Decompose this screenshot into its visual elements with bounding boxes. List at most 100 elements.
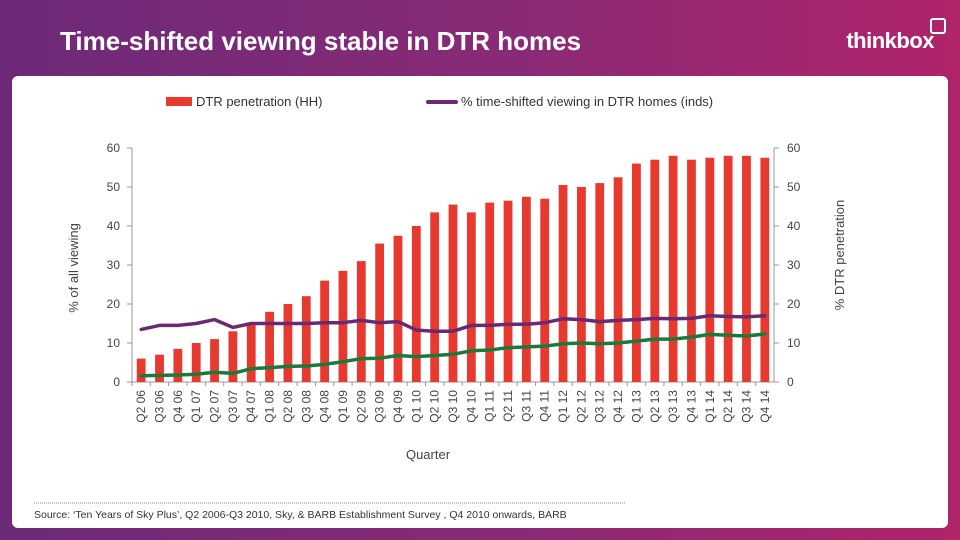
x-tick-label: Q4 13 bbox=[685, 390, 699, 423]
x-tick-label: Q4 11 bbox=[538, 390, 552, 422]
x-tick-labels: Q2 06 Q3 06 Q4 06 Q1 07 Q2 07 Q3 07 Q4 07 Q1 08… bbox=[131, 382, 772, 423]
chart-legend: DTR penetration (HH) % time-shifted view… bbox=[166, 94, 713, 109]
legend-line-label: % time-shifted viewing in DTR homes (ind… bbox=[461, 94, 713, 109]
bar bbox=[503, 200, 513, 382]
source-note: Source: ‘Ten Years of Sky Plus’, Q2 2006… bbox=[34, 509, 567, 521]
bar bbox=[668, 155, 678, 382]
bar bbox=[246, 323, 256, 382]
x-tick-label: Q3 12 bbox=[593, 390, 607, 423]
bar bbox=[283, 304, 293, 382]
x-tick-label: Q2 12 bbox=[574, 390, 588, 423]
bar bbox=[632, 163, 641, 382]
y-axis-right-label: % DTR penetration bbox=[832, 200, 847, 311]
bar bbox=[760, 157, 770, 382]
x-tick-label: Q2 07 bbox=[208, 390, 222, 423]
bar bbox=[228, 331, 238, 382]
bar bbox=[210, 339, 219, 382]
x-tick-label: Q4 09 bbox=[391, 390, 405, 423]
x-tick-label: Q3 14 bbox=[740, 390, 754, 423]
logo-square-icon bbox=[930, 18, 946, 34]
left-y-tick-label: 50 bbox=[107, 180, 121, 194]
x-tick-label: Q2 10 bbox=[428, 390, 442, 423]
thinkbox-logo: thinkbox bbox=[846, 28, 934, 53]
y-axis-left-label: % of all viewing bbox=[66, 223, 81, 313]
x-tick-label: Q2 11 bbox=[501, 390, 515, 422]
legend-bar-swatch bbox=[166, 97, 192, 106]
bar bbox=[375, 243, 385, 382]
bar bbox=[742, 155, 751, 382]
right-y-tick-label: 40 bbox=[787, 219, 801, 233]
x-tick-label: Q4 07 bbox=[244, 390, 258, 423]
x-tick-label: Q3 10 bbox=[446, 390, 460, 423]
right-y-tick-label: 60 bbox=[787, 141, 801, 155]
bar bbox=[595, 183, 605, 382]
x-tick-label: Q4 08 bbox=[318, 390, 332, 423]
x-tick-label: Q1 14 bbox=[703, 390, 717, 423]
x-tick-label: Q3 06 bbox=[153, 390, 167, 423]
x-tick-label: Q3 08 bbox=[299, 390, 313, 423]
bar bbox=[705, 157, 715, 382]
left-y-tick-label: 30 bbox=[107, 258, 121, 272]
x-tick-label: Q4 14 bbox=[758, 390, 772, 423]
left-y-ticks: 0 10 20 30 40 50 60 bbox=[107, 141, 132, 389]
bar bbox=[521, 196, 531, 382]
x-tick-label: Q1 07 bbox=[189, 390, 203, 423]
left-y-tick-label: 10 bbox=[107, 336, 121, 350]
x-tick-label: Q1 10 bbox=[409, 390, 423, 423]
page-title: Time-shifted viewing stable in DTR homes bbox=[60, 26, 582, 56]
x-tick-label: Q1 11 bbox=[483, 390, 497, 422]
bar bbox=[613, 177, 623, 382]
x-tick-label: Q2 08 bbox=[281, 390, 295, 423]
right-y-tick-label: 0 bbox=[787, 375, 794, 389]
right-y-ticks: 0 10 20 30 40 50 60 bbox=[774, 141, 801, 389]
line-green-series bbox=[139, 332, 767, 378]
x-tick-label: Q3 07 bbox=[226, 390, 240, 423]
bar bbox=[265, 311, 274, 382]
x-tick-label: Q1 13 bbox=[629, 390, 643, 423]
bar bbox=[301, 296, 311, 382]
x-tick-label: Q4 12 bbox=[611, 390, 625, 423]
line-time-shifted-viewing bbox=[139, 313, 767, 334]
x-tick-label: Q2 13 bbox=[648, 390, 662, 423]
bar bbox=[338, 270, 348, 382]
bar bbox=[485, 202, 495, 382]
bar bbox=[466, 212, 476, 382]
right-y-tick-label: 20 bbox=[787, 297, 801, 311]
left-y-tick-label: 0 bbox=[113, 375, 120, 389]
bar bbox=[558, 185, 568, 382]
x-tick-label: Q1 09 bbox=[336, 390, 350, 423]
x-tick-label: Q4 06 bbox=[171, 390, 185, 423]
bar bbox=[448, 204, 458, 382]
bar bbox=[191, 343, 201, 382]
right-y-tick-label: 10 bbox=[787, 336, 801, 350]
x-tick-label: Q4 10 bbox=[464, 390, 478, 423]
bar bbox=[576, 187, 586, 382]
bar bbox=[136, 358, 146, 382]
right-y-tick-label: 30 bbox=[787, 258, 801, 272]
x-tick-label: Q1 08 bbox=[263, 390, 277, 423]
x-tick-label: Q3 11 bbox=[519, 390, 533, 422]
line-series bbox=[139, 313, 767, 378]
bar bbox=[173, 348, 183, 382]
left-y-tick-label: 60 bbox=[107, 141, 121, 155]
bar bbox=[430, 212, 440, 382]
x-tick-label: Q3 13 bbox=[666, 390, 680, 423]
x-tick-label: Q2 09 bbox=[354, 390, 368, 423]
x-tick-label: Q2 14 bbox=[721, 390, 735, 423]
bar bbox=[393, 235, 403, 382]
x-axis-label: Quarter bbox=[406, 447, 451, 462]
right-y-tick-label: 50 bbox=[787, 180, 801, 194]
legend-bar-label: DTR penetration (HH) bbox=[196, 94, 322, 109]
bar bbox=[650, 159, 660, 382]
chart-panel bbox=[12, 76, 948, 528]
bar bbox=[687, 159, 696, 382]
bar bbox=[540, 198, 550, 382]
bar bbox=[320, 280, 330, 382]
left-y-tick-label: 20 bbox=[107, 297, 121, 311]
x-tick-label: Q3 09 bbox=[373, 390, 387, 423]
x-tick-label: Q1 12 bbox=[556, 390, 570, 423]
bar bbox=[155, 354, 164, 382]
left-y-tick-label: 40 bbox=[107, 219, 121, 233]
bar-series bbox=[136, 155, 770, 382]
